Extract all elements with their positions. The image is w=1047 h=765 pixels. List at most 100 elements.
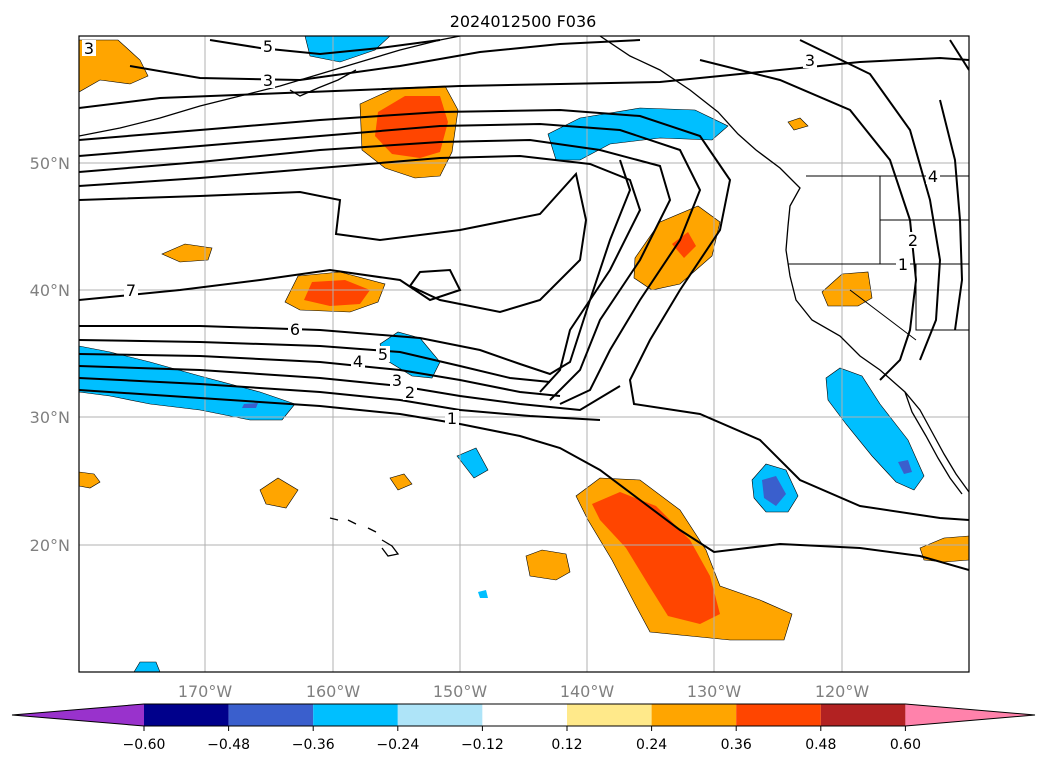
coastlines — [79, 36, 969, 557]
contour-label: 5 — [378, 345, 388, 364]
contour-east-ridge-b — [799, 39, 942, 361]
political-borders — [788, 175, 969, 341]
lat-label-30n: 30°N — [30, 408, 70, 427]
colorbar-tick-label: −0.60 — [123, 737, 166, 753]
colorbar-tick-label: −0.48 — [207, 737, 250, 753]
contour-label: 2 — [908, 231, 918, 250]
contour-label: 4 — [353, 352, 363, 371]
lon-label-120w: 120°W — [815, 682, 870, 701]
contour-east-ridge-d — [949, 39, 969, 71]
contour-label: 4 — [928, 167, 938, 186]
contour-1 — [79, 389, 969, 571]
colorbar-tick-label: 0.24 — [636, 737, 667, 753]
lat-label-50n: 50°N — [30, 154, 70, 173]
alaska-south-coast — [79, 36, 461, 137]
lon-label-130w: 130°W — [687, 682, 742, 701]
state-borders — [788, 176, 969, 341]
contour-east-ridge-c — [939, 99, 964, 331]
hot-core-subtropical — [592, 492, 720, 624]
cold-core-west — [242, 403, 258, 408]
colorbar-tick-label: −0.24 — [376, 737, 419, 753]
map-frame — [78, 35, 970, 673]
hot-core-central — [304, 280, 370, 306]
contour-label: 3 — [263, 71, 273, 90]
cold-patch-baja — [825, 367, 925, 491]
contour-label: 3 — [805, 51, 815, 70]
contour-label: 2 — [405, 383, 415, 402]
contour-north-jet-d — [79, 138, 672, 401]
lon-label-150w: 150°W — [433, 682, 488, 701]
colorbar-tick-label: 0.48 — [805, 737, 836, 753]
longitude-axis: 170°W 160°W 150°W 140°W 130°W 120°W — [178, 682, 870, 701]
cold-core-subtropical-east — [762, 476, 786, 506]
colorbar-swatch — [567, 704, 652, 726]
contour-labels: 5 3 3 7 6 5 4 3 2 1 3 4 2 1 — [82, 37, 940, 428]
contour-3-north — [129, 39, 641, 82]
colorbar-swatch — [144, 704, 229, 726]
contour-label: 5 — [263, 37, 273, 56]
lat-label-20n: 20°N — [30, 536, 70, 555]
cold-patch-tiny-hawaii — [478, 590, 488, 598]
contour-north-jet-e — [79, 154, 642, 393]
lat-label-40n: 40°N — [30, 281, 70, 300]
map-background — [79, 36, 969, 672]
colorbar-swatch — [397, 704, 483, 726]
latitude-axis: 50°N 40°N 30°N 20°N — [30, 154, 70, 555]
warm-patch-small-164w — [259, 477, 299, 509]
contour-3 — [79, 365, 621, 412]
contour-label: 1 — [898, 255, 908, 274]
lon-label-140w: 140°W — [560, 682, 615, 701]
warm-patch-small-east — [919, 535, 969, 563]
contour-north-jet-c — [79, 122, 702, 405]
contour-label: 1 — [447, 409, 457, 428]
warm-patch-small-141w — [525, 549, 571, 581]
contour-7-closed — [79, 171, 588, 314]
cold-patch-bottom-left — [133, 661, 161, 672]
colorbar-under-arrow — [12, 704, 144, 726]
colorbar-tick-label: −0.36 — [292, 737, 335, 753]
colorbar: −0.60 −0.48 −0.36 −0.24 −0.12 0.12 0.24 … — [11, 703, 1036, 753]
colorbar-swatch — [228, 704, 314, 726]
contour-5-top — [209, 39, 441, 56]
colorbar-tick-label: 0.12 — [551, 737, 582, 753]
contour-north-jet-b — [79, 108, 969, 521]
warm-patch-small-west — [161, 243, 213, 263]
warm-patch-tiny-gulf — [787, 117, 809, 131]
contour-label: 7 — [126, 281, 136, 300]
contour-2 — [79, 377, 601, 421]
baja-peninsula — [904, 391, 963, 495]
cold-patch-small-hawaii-north — [456, 447, 489, 479]
colorbar-over-arrow — [905, 704, 1035, 726]
contour-label: 6 — [290, 320, 300, 339]
colorbar-swatch — [482, 704, 567, 726]
warm-patch-nw — [79, 39, 149, 93]
warm-patch-far-west — [79, 471, 101, 489]
colorbar-swatch — [820, 704, 906, 726]
north-america-coast — [599, 36, 969, 493]
colorbar-ticks — [143, 726, 906, 731]
colorbar-tick-label: −0.12 — [461, 737, 504, 753]
lon-label-160w: 160°W — [306, 682, 361, 701]
warm-patch-small-152w — [389, 473, 413, 491]
colorbar-tick-label: 0.60 — [890, 737, 921, 753]
cold-patch-gulf-alaska — [547, 107, 729, 161]
contour-east-ridge-a — [699, 59, 918, 381]
hawaii-islands — [329, 517, 400, 557]
contour-5 — [79, 339, 551, 383]
contour-north-jet-a — [79, 56, 969, 109]
colorbar-swatch — [313, 704, 398, 726]
contour-label: 3 — [392, 371, 402, 390]
contour-4 — [79, 353, 561, 397]
alaska-peninsula — [289, 69, 357, 97]
colorbar-swatch — [736, 704, 821, 726]
hot-core-oregon-offshore — [672, 232, 696, 258]
colorbar-swatch — [651, 704, 737, 726]
figure-title: 2024012500 F036 — [450, 12, 597, 31]
height-contours — [79, 39, 969, 571]
lon-label-170w: 170°W — [178, 682, 233, 701]
cold-core-baja — [898, 460, 912, 474]
contour-label: 3 — [84, 39, 94, 58]
map-panel: 5 3 3 7 6 5 4 3 2 1 3 4 2 1 — [78, 35, 970, 673]
colorbar-tick-label: 0.36 — [721, 737, 752, 753]
